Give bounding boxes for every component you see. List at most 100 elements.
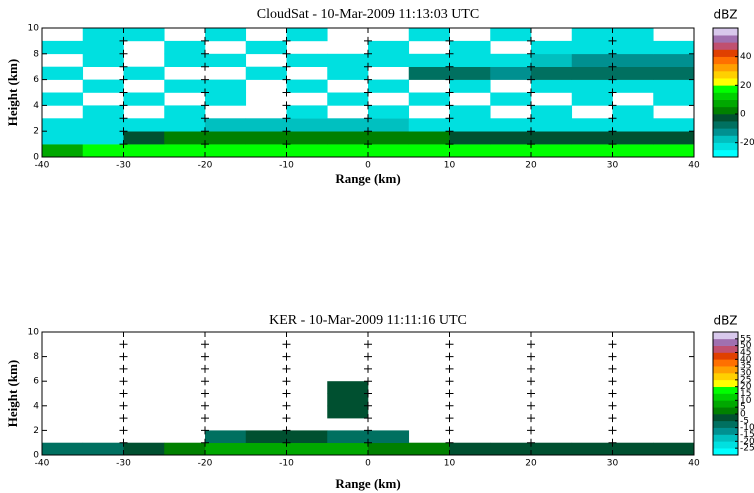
reflectivity-cell [42, 66, 84, 80]
reflectivity-cell [490, 66, 532, 80]
reflectivity-cell [368, 118, 410, 132]
reflectivity-cell [449, 442, 491, 456]
colorbar-segment [713, 386, 738, 394]
reflectivity-cell [245, 40, 287, 55]
x-tick-label: 40 [688, 161, 700, 171]
x-tick-label: -30 [116, 459, 131, 469]
colorbar-tick-label: 5 [740, 403, 746, 413]
reflectivity-cell [164, 144, 206, 158]
reflectivity-cell [205, 442, 247, 456]
chart-title: KER - 10-Mar-2009 11:11:16 UTC [269, 313, 467, 328]
reflectivity-cell [327, 144, 369, 158]
crosshair [445, 49, 454, 58]
reflectivity-cell [327, 393, 369, 407]
reflectivity-cell [653, 79, 695, 93]
crosshair [201, 352, 209, 361]
crosshair [527, 401, 535, 410]
crosshair [119, 88, 128, 97]
crosshair [119, 389, 128, 398]
reflectivity-cell [531, 118, 573, 132]
reflectivity-cell [82, 28, 124, 42]
colorbar-segment [713, 379, 738, 387]
x-tick-label: 30 [607, 459, 619, 469]
x-tick-label: 20 [525, 459, 537, 469]
reflectivity-cell [286, 53, 328, 67]
reflectivity-cell [653, 144, 695, 158]
crosshair [119, 114, 128, 123]
crosshair [282, 438, 291, 447]
crosshair [527, 352, 535, 361]
reflectivity-cell [286, 144, 328, 158]
reflectivity-cell [327, 442, 369, 456]
colorbar-segment [713, 35, 738, 43]
crosshair [282, 114, 291, 123]
reflectivity-cell [368, 442, 410, 456]
reflectivity-cell [490, 28, 532, 42]
crosshair [201, 414, 209, 423]
crosshair [364, 114, 372, 123]
crosshair [282, 401, 291, 410]
crosshair [364, 62, 372, 71]
colorbar-segment [713, 114, 738, 122]
crosshair [119, 49, 128, 58]
reflectivity-cell [123, 144, 165, 158]
reflectivity-cell [205, 92, 247, 106]
colorbar-segment [713, 63, 738, 72]
crosshair [445, 389, 454, 398]
reflectivity-cell [653, 442, 695, 456]
colorbar-segment [713, 441, 738, 449]
y-axis-label: Height (km) [5, 360, 20, 428]
reflectivity-cell [571, 118, 613, 132]
colorbar-segment [713, 142, 738, 151]
crosshair [527, 140, 535, 149]
crosshair [527, 377, 535, 386]
y-tick-label: 8 [33, 352, 39, 362]
reflectivity-cell [164, 131, 206, 145]
colorbar-segment [713, 420, 738, 428]
reflectivity-cell [531, 442, 573, 456]
crosshair [445, 36, 454, 45]
reflectivity-cell [531, 53, 573, 67]
reflectivity-cell [449, 53, 491, 67]
reflectivity-cell [408, 118, 450, 132]
reflectivity-cell [531, 40, 573, 55]
crosshair [201, 88, 209, 97]
reflectivity-cell [612, 105, 654, 119]
crosshair [608, 414, 617, 423]
crosshair [608, 438, 617, 447]
colorbar-segment [713, 78, 738, 86]
reflectivity-cell [408, 131, 450, 145]
colorbar-label: dBZ [713, 8, 737, 22]
reflectivity-cell [449, 66, 491, 80]
reflectivity-cell [408, 28, 450, 42]
crosshair [119, 140, 128, 149]
colorbar-tick-label: -25 [740, 444, 754, 454]
crosshair [201, 340, 209, 349]
x-tick-label: -10 [279, 161, 294, 171]
colorbar-segment [713, 56, 738, 65]
y-tick-label: 0 [33, 153, 39, 163]
reflectivity-cell [368, 79, 410, 93]
reflectivity-cell [245, 131, 287, 145]
reflectivity-cell [82, 105, 124, 119]
reflectivity-cell [286, 118, 328, 132]
crosshair [201, 62, 209, 71]
reflectivity-cell [42, 118, 84, 132]
colorbar-tick-label: 20 [740, 81, 752, 91]
reflectivity-cell [123, 442, 165, 456]
reflectivity-cell [42, 131, 84, 145]
crosshair [527, 438, 535, 447]
crosshair [201, 140, 209, 149]
reflectivity-cell [327, 430, 369, 443]
colorbar-segment [713, 49, 738, 57]
x-tick-label: 10 [444, 161, 456, 171]
y-tick-label: 8 [33, 49, 39, 59]
colorbar-segment [713, 99, 738, 108]
y-tick-label: 4 [33, 101, 39, 111]
reflectivity-cell [164, 40, 206, 55]
colorbar-segment [713, 366, 738, 374]
reflectivity-cell [653, 40, 695, 55]
reflectivity-cell [82, 79, 124, 93]
crosshair [364, 101, 372, 110]
